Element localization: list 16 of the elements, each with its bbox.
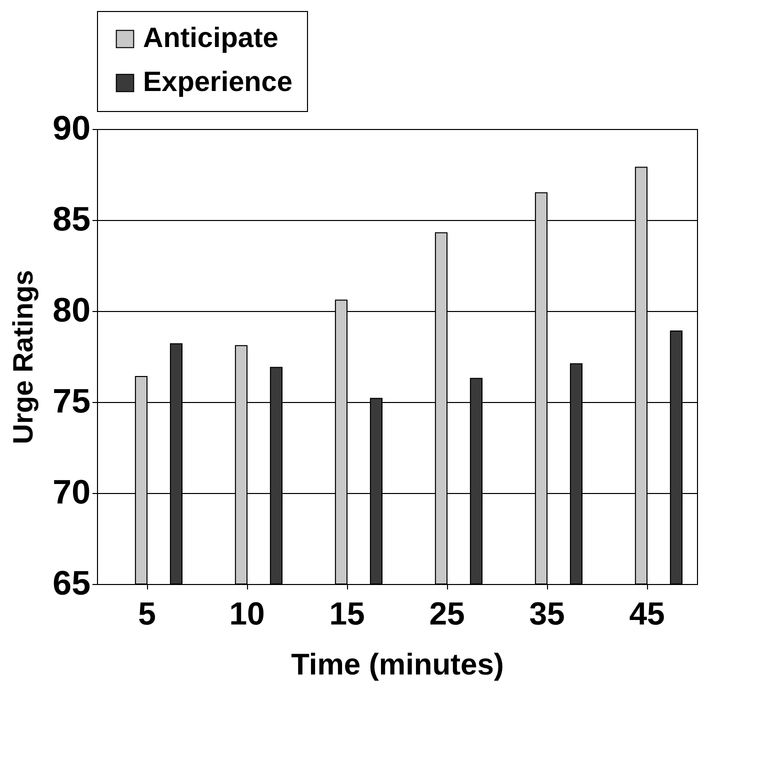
y-tick-label: 75 bbox=[52, 382, 90, 420]
y-tick-label: 70 bbox=[52, 474, 90, 512]
legend-label: Anticipate bbox=[143, 22, 278, 53]
x-tick-label: 15 bbox=[329, 596, 365, 632]
y-tick-label: 85 bbox=[52, 200, 90, 238]
x-axis-title: Time (minutes) bbox=[291, 648, 504, 682]
y-tick-label: 65 bbox=[52, 564, 90, 602]
x-tick-label: 45 bbox=[629, 596, 665, 632]
y-axis-title: Urge Ratings bbox=[8, 270, 39, 444]
y-tick-label: 90 bbox=[52, 110, 90, 148]
x-tick-label: 10 bbox=[229, 596, 265, 632]
x-tick-label: 25 bbox=[429, 596, 465, 632]
x-tick-label: 35 bbox=[529, 596, 565, 632]
legend-label: Experience bbox=[143, 66, 292, 97]
y-tick-label: 80 bbox=[52, 292, 90, 330]
x-tick-label: 5 bbox=[138, 596, 156, 632]
